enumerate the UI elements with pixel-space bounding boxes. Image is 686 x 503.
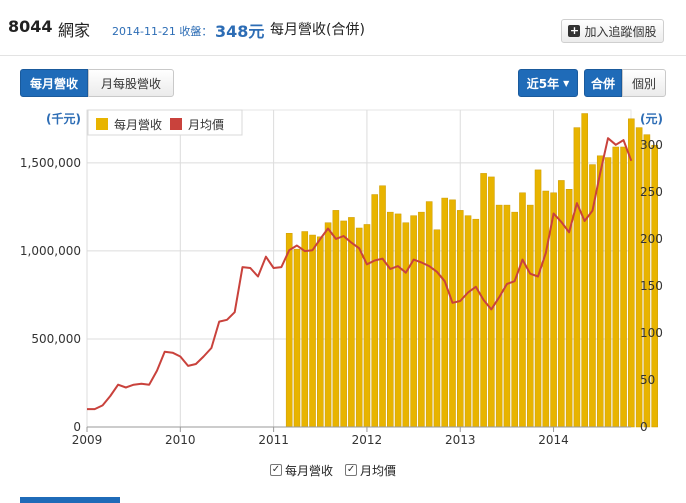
legend-revenue-swatch <box>96 118 108 130</box>
revenue-bar <box>651 144 658 428</box>
stock-code: 8044 <box>8 17 53 36</box>
close-price: 348元 <box>215 22 265 41</box>
toggle-price-label: 月均價 <box>360 463 397 478</box>
revenue-bar <box>635 127 643 428</box>
caret-down-icon: ▼ <box>563 78 570 88</box>
x-tick-label: 2009 <box>72 433 103 447</box>
revenue-bar <box>573 127 581 428</box>
right-tick-label: 200 <box>640 232 663 246</box>
left-tick-label: 500,000 <box>31 332 81 346</box>
revenue-bar <box>363 224 371 428</box>
right-tick-label: 150 <box>640 279 663 293</box>
left-tick-label: 1,500,000 <box>20 156 81 170</box>
plus-icon: + <box>568 24 581 37</box>
right-tick-label: 50 <box>640 373 655 387</box>
toggle-revenue-label: 每月營收 <box>285 463 334 478</box>
revenue-bar <box>449 199 456 428</box>
revenue-bar <box>581 113 588 428</box>
revenue-bar <box>371 194 379 428</box>
toggle-price[interactable]: ✓ 月均價 <box>345 462 396 479</box>
revenue-bar <box>394 213 402 428</box>
period-dropdown[interactable]: 近5年 ▼ <box>518 69 578 97</box>
consolidated-button[interactable]: 合併 <box>584 69 622 97</box>
revenue-bar <box>301 231 309 428</box>
revenue-bar <box>355 227 363 428</box>
revenue-bar <box>464 215 472 428</box>
revenue-bar <box>324 222 332 428</box>
revenue-bar <box>558 180 565 428</box>
revenue-bar <box>503 204 511 428</box>
revenue-bar <box>285 233 293 428</box>
revenue-bar <box>418 211 425 428</box>
revenue-bar <box>620 146 627 428</box>
legend-price-swatch <box>170 118 182 130</box>
revenue-bar <box>387 211 394 428</box>
revenue-bar <box>425 201 433 428</box>
add-to-watchlist-label: 加入追蹤個股 <box>584 24 657 39</box>
revenue-bar <box>379 185 386 428</box>
revenue-bar <box>628 118 635 428</box>
checkbox-revenue[interactable]: ✓ <box>270 464 282 476</box>
revenue-bar <box>293 248 301 428</box>
revenue-bar <box>456 210 464 428</box>
right-tick-label: 300 <box>640 138 663 152</box>
right-tick-label: 0 <box>640 420 648 434</box>
revenue-bar <box>410 215 417 428</box>
right-axis-unit: (元) <box>640 112 663 126</box>
period-dropdown-label: 近5年 <box>526 76 560 91</box>
stock-name: 網家 <box>58 21 91 40</box>
close-date-label: 2014-11-21 收盤： <box>112 25 213 38</box>
revenue-bar <box>612 146 620 428</box>
individual-button[interactable]: 個別 <box>622 69 666 97</box>
page-title: 每月營收(合併) <box>270 22 365 38</box>
legend-revenue-label: 每月營收 <box>114 117 162 132</box>
left-tick-label: 1,000,000 <box>20 244 81 258</box>
revenue-bar <box>441 197 449 428</box>
price-line <box>87 137 633 411</box>
revenue-bar <box>433 229 441 428</box>
revenue-bar <box>534 169 542 428</box>
add-to-watchlist-button[interactable]: + 加入追蹤個股 <box>561 19 664 43</box>
bottom-tab-indicator <box>20 497 120 503</box>
revenue-bar <box>519 192 526 428</box>
right-tick-label: 100 <box>640 326 663 340</box>
revenue-bar <box>643 134 651 428</box>
tab-monthly-revenue[interactable]: 每月營收 <box>20 69 88 97</box>
revenue-bar <box>472 218 480 428</box>
revenue-bar <box>542 190 550 428</box>
revenue-chart: 0 500,000 1,000,000 1,500,000 2009 2010 2011 20… <box>0 100 686 460</box>
legend-box <box>87 109 243 136</box>
series-toggle-legend: ✓ 每月營收 ✓ 月均價 <box>270 462 396 478</box>
revenue-bar <box>402 222 410 428</box>
revenue-bar <box>604 157 612 428</box>
x-tick-label: 2010 <box>165 433 196 447</box>
revenue-bar <box>309 234 316 428</box>
left-tick-label: 0 <box>73 420 81 434</box>
stock-header: 8044 網家 2014-11-21 收盤： 348元 每月營收(合併) + 加… <box>0 0 686 56</box>
checkbox-price[interactable]: ✓ <box>345 464 358 476</box>
revenue-bar <box>348 217 355 428</box>
toggle-revenue[interactable]: ✓ 每月營收 <box>270 462 333 479</box>
revenue-bar <box>526 204 534 428</box>
revenue-bar <box>488 176 495 428</box>
revenue-bar <box>340 220 347 428</box>
x-tick-label: 2011 <box>258 433 289 447</box>
x-tick-label: 2014 <box>538 433 569 447</box>
revenue-chart-svg: 0 500,000 1,000,000 1,500,000 2009 2010 2011 20… <box>20 109 663 447</box>
x-tick-label: 2012 <box>352 433 383 447</box>
revenue-bar <box>495 204 503 428</box>
revenue-bar <box>511 211 518 428</box>
revenue-bar <box>317 236 324 428</box>
tab-monthly-eps[interactable]: 月每股營收 <box>88 69 174 97</box>
legend-price-label: 月均價 <box>188 118 224 132</box>
revenue-bar <box>332 210 340 428</box>
right-tick-label: 250 <box>640 185 663 199</box>
left-axis-unit: (千元) <box>46 111 81 126</box>
x-tick-label: 2013 <box>445 433 476 447</box>
revenue-bar <box>596 155 604 428</box>
